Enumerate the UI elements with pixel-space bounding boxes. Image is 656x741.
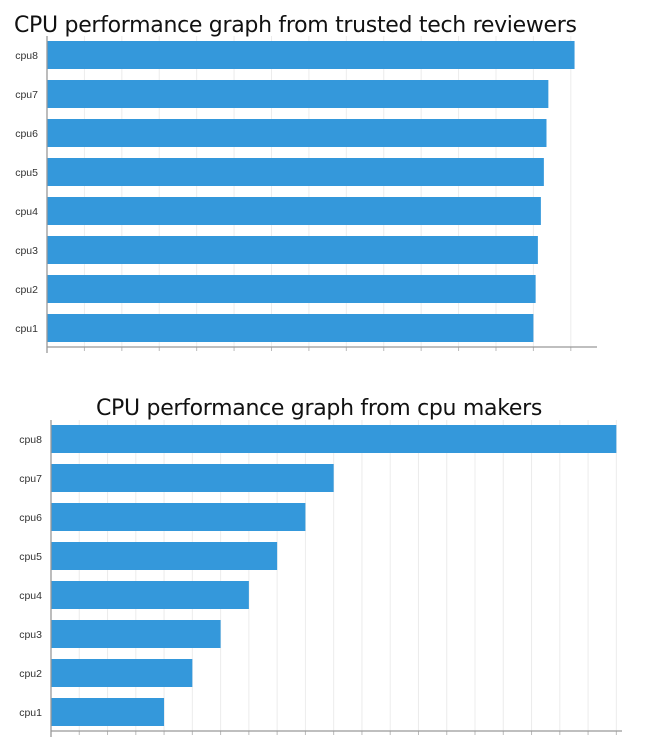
bar-cpu7 [47, 80, 549, 108]
y-tick-label: cpu3 [15, 245, 38, 257]
y-tick-label: cpu1 [19, 707, 42, 719]
y-tick-label: cpu2 [15, 284, 38, 296]
bar-cpu4 [47, 197, 541, 225]
y-tick-label: cpu3 [19, 629, 42, 641]
y-tick-label: cpu6 [15, 128, 38, 140]
chart-title-makers: CPU performance graph from cpu makers [96, 396, 543, 421]
bar-cpu8 [47, 41, 575, 69]
y-tick-label: cpu7 [19, 473, 42, 485]
y-tick-label: cpu8 [19, 434, 42, 446]
bar-cpu3 [51, 620, 221, 648]
y-tick-label: cpu5 [15, 167, 38, 179]
bar-cpu3 [47, 236, 538, 264]
y-tick-label: cpu2 [19, 668, 42, 680]
bar-cpu4 [51, 581, 249, 609]
y-tick-label: cpu5 [19, 551, 42, 563]
y-tick-label: cpu4 [19, 590, 42, 602]
y-tick-label: cpu6 [19, 512, 42, 524]
bar-cpu5 [47, 158, 544, 186]
bar-cpu2 [51, 659, 193, 687]
bar-cpu5 [51, 542, 278, 570]
y-tick-label: cpu1 [15, 323, 38, 335]
bar-cpu6 [51, 503, 306, 531]
bar-cpu6 [47, 119, 547, 147]
y-tick-label: cpu7 [15, 89, 38, 101]
bar-cpu7 [51, 464, 334, 492]
bar-cpu2 [47, 275, 536, 303]
y-tick-label: cpu8 [15, 50, 38, 62]
chart-title-reviewers: CPU performance graph from trusted tech … [14, 13, 577, 38]
bar-cpu8 [51, 425, 617, 453]
y-tick-label: cpu4 [15, 206, 38, 218]
bar-cpu1 [47, 314, 534, 342]
bar-cpu1 [51, 698, 165, 726]
